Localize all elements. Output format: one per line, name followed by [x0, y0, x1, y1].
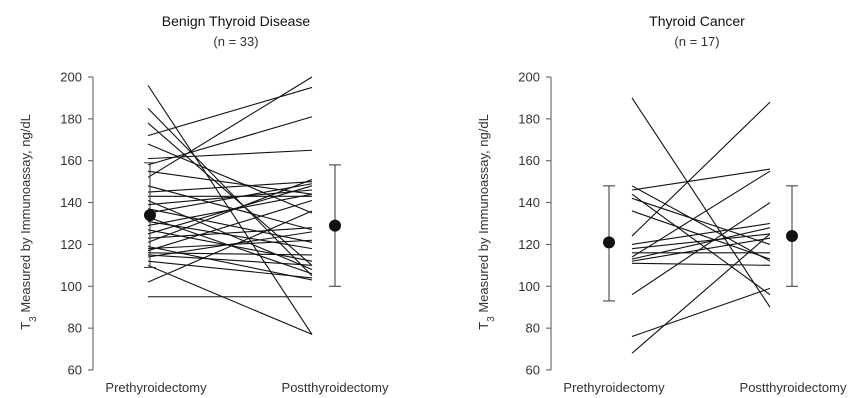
patient-line — [631, 197, 771, 245]
y-tick-label: 120 — [518, 237, 540, 252]
patient-line — [631, 227, 771, 260]
patient-line — [147, 86, 313, 137]
patient-line — [631, 237, 771, 262]
patient-line — [147, 185, 313, 235]
patient-line — [631, 202, 771, 296]
y-tick-label: 200 — [60, 70, 82, 85]
x-category-label: Prethyroidectomy — [105, 380, 207, 395]
mean-dot — [329, 219, 341, 232]
x-category-label: Postthyroidectomy — [740, 380, 847, 395]
panel-subtitle: (n = 17) — [674, 34, 719, 49]
patient-line — [631, 210, 771, 260]
y-tick-label: 120 — [60, 237, 82, 252]
patient-line — [631, 97, 771, 308]
mean-dot — [603, 236, 615, 249]
y-tick-label: 180 — [518, 111, 540, 126]
patient-line — [631, 170, 771, 258]
patient-line — [147, 231, 313, 258]
patient-line — [631, 185, 771, 262]
patient-line — [147, 143, 313, 214]
panel-title: Benign Thyroid Disease — [162, 13, 311, 29]
panel-cancer: Thyroid Cancer (n = 17) T3 Measured by I… — [476, 13, 847, 395]
patient-line — [631, 233, 771, 250]
patient-line — [147, 183, 313, 214]
patient-line — [147, 229, 313, 262]
y-tick-label: 180 — [60, 111, 82, 126]
patient-line — [147, 199, 313, 252]
x-category-label: Prethyroidectomy — [563, 380, 665, 395]
y-axis-label: T3 Measured by Immunoassay, ng/dL — [476, 114, 497, 330]
y-tick-label: 160 — [518, 153, 540, 168]
y-tick-label: 80 — [526, 321, 540, 336]
patient-line — [147, 181, 313, 193]
y-tick-label: 100 — [518, 279, 540, 294]
x-category-label: Postthyroidectomy — [282, 380, 389, 395]
patient-line — [147, 108, 313, 277]
y-tick-label: 80 — [68, 321, 82, 336]
patient-line — [631, 193, 771, 296]
patient-line — [147, 254, 313, 266]
patient-line — [147, 116, 313, 166]
panel-benign: Benign Thyroid Disease (n = 33) T3 Measu… — [18, 13, 389, 395]
patient-line — [631, 287, 771, 338]
y-tick-label: 160 — [60, 153, 82, 168]
patient-line — [147, 179, 313, 243]
patient-line — [631, 168, 771, 191]
y-tick-label: 60 — [68, 363, 82, 378]
patient-line — [147, 210, 313, 283]
panel-subtitle: (n = 33) — [213, 34, 258, 49]
patient-line — [147, 76, 313, 178]
y-tick-label: 100 — [60, 279, 82, 294]
patient-line — [631, 101, 771, 237]
patient-line — [631, 222, 771, 245]
mean-dot — [144, 209, 156, 222]
y-tick-label: 140 — [60, 195, 82, 210]
patient-line — [147, 264, 313, 335]
patient-line — [147, 245, 313, 281]
patient-line — [147, 260, 313, 279]
patient-line — [147, 227, 313, 239]
y-tick-label: 200 — [518, 70, 540, 85]
y-tick-label: 60 — [526, 363, 540, 378]
mean-dot — [786, 230, 798, 243]
patient-line — [147, 189, 313, 206]
patient-line — [631, 262, 771, 266]
y-tick-label: 140 — [518, 195, 540, 210]
panel-title: Thyroid Cancer — [649, 13, 745, 29]
patient-line — [631, 233, 771, 354]
y-axis-label: T3 Measured by Immunoassay, ng/dL — [18, 114, 39, 330]
